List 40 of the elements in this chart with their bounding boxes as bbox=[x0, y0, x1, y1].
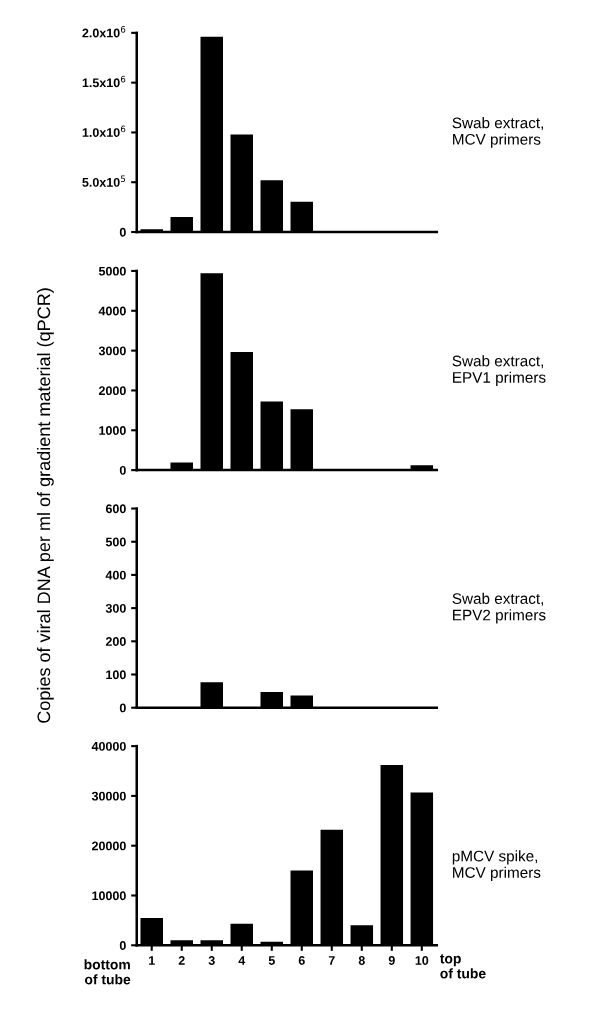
text: pMCV spike, MCV primers bbox=[452, 850, 541, 881]
y-tick-label: 1.0x10$^{6}$ bbox=[82, 125, 126, 137]
x-tick-label: 7 bbox=[328, 956, 335, 965]
x-tick-label: 1 bbox=[149, 956, 155, 965]
y-tick-label: 100 bbox=[106, 670, 126, 680]
y-axis-title: Copies of viral DNA per ml of gradient material (qPCR) bbox=[36, 288, 54, 723]
text: Swab extract, EPV1 primers bbox=[452, 355, 546, 386]
x-tick-label: 9 bbox=[388, 956, 395, 965]
x-tick-label: 10 bbox=[415, 956, 429, 965]
y-tick-label: 500 bbox=[105, 537, 126, 547]
y-tick-label: 600 bbox=[105, 504, 126, 514]
x-tick-label: 8 bbox=[358, 956, 365, 965]
y-tick-label: 10000 bbox=[92, 891, 126, 901]
y-tick-label: 3000 bbox=[98, 346, 126, 356]
y-tick-label: 0 bbox=[119, 703, 126, 713]
x-tick-label: 6 bbox=[298, 956, 305, 965]
y-tick-label: 1.5x10$^{6}$ bbox=[82, 75, 126, 88]
y-tick-label: 4000 bbox=[98, 306, 126, 316]
y-tick-label: 2.0x10$^{6}$ bbox=[82, 26, 126, 38]
x-tick-label: 3 bbox=[208, 956, 215, 965]
y-tick-label: 0 bbox=[119, 465, 126, 475]
y-tick-label: 0 bbox=[119, 227, 126, 237]
text: Swab extract, MCV primers bbox=[452, 117, 543, 148]
y-tick-label: 40000 bbox=[91, 741, 126, 751]
y-tick-label: 300 bbox=[105, 603, 126, 613]
x-tick-label: 2 bbox=[178, 956, 185, 965]
x-tick-label: 5 bbox=[268, 956, 275, 965]
x-tick-label: 4 bbox=[238, 956, 246, 965]
y-tick-label: 2000 bbox=[98, 386, 126, 396]
y-tick-label: 400 bbox=[105, 570, 126, 580]
y-tick-label: 0 bbox=[119, 941, 126, 950]
y-tick-label: 1000 bbox=[99, 426, 126, 435]
y-tick-label: 200 bbox=[105, 637, 126, 646]
y-tick-label: 30000 bbox=[91, 791, 126, 801]
text: top of tube bbox=[439, 954, 486, 979]
text: Swab extract, EPV2 primers bbox=[452, 592, 546, 624]
y-tick-label: 20000 bbox=[91, 841, 126, 851]
y-tick-label: 5000 bbox=[98, 266, 126, 276]
text: bottom of tube bbox=[84, 959, 131, 985]
y-tick-label: 5.0x10$^{5}$ bbox=[82, 175, 126, 187]
